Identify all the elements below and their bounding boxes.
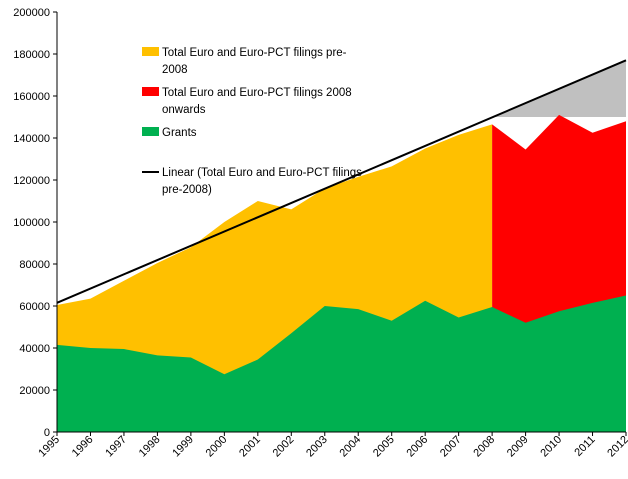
legend-label: Grants (162, 127, 197, 139)
legend-entry: Total Euro and Euro-PCT filings 2008 onwa… (142, 87, 352, 116)
x-tick-label: 2002 (271, 434, 297, 460)
x-tick-label: 1997 (103, 434, 129, 460)
y-tick-label: 160000 (13, 91, 50, 103)
plot-area (56, 59, 627, 433)
x-tick-label: 2009 (505, 434, 531, 460)
x-tick-label: 2011 (572, 434, 597, 459)
x-tick-label: 2005 (371, 434, 397, 460)
series-area-grants (57, 295, 626, 432)
x-tick-label: 2004 (338, 434, 364, 460)
x-tick-label: 2008 (471, 434, 497, 460)
legend-label: Total Euro and Euro-PCT filings 2008 (162, 87, 352, 99)
trendline (56, 59, 627, 304)
legend-entry: Grants (142, 127, 197, 139)
y-tick-label: 180000 (13, 49, 50, 61)
x-tick-label: 1995 (36, 434, 62, 460)
legend-label: onwards (162, 104, 206, 116)
x-tick-label: 1998 (137, 434, 163, 460)
x-tick-label: 2007 (438, 434, 464, 460)
legend-label: 2008 (162, 64, 188, 76)
y-tick-label: 120000 (13, 175, 50, 187)
y-tick-label: 40000 (19, 343, 50, 355)
legend-swatch (142, 47, 159, 56)
x-tick-label: 2010 (538, 434, 564, 460)
y-tick-label: 80000 (19, 259, 50, 271)
legend-label: Linear (Total Euro and Euro-PCT filings (162, 167, 362, 179)
x-tick-label: 2006 (404, 434, 430, 460)
y-tick-label: 0 (44, 427, 50, 439)
x-tick-label: 2000 (204, 434, 230, 460)
y-tick-label: 200000 (13, 7, 50, 19)
x-tick-label: 1996 (70, 434, 96, 460)
legend-swatch (142, 127, 159, 136)
x-tick-label: 2012 (605, 434, 628, 460)
legend-entry: Linear (Total Euro and Euro-PCT filings p… (142, 167, 362, 196)
x-tick-label: 1999 (170, 434, 196, 460)
y-tick-label: 100000 (13, 217, 50, 229)
legend-swatch (142, 87, 159, 96)
x-tick-label: 2001 (237, 434, 263, 460)
legend: Total Euro and Euro-PCT filings pre- 2008… (142, 47, 362, 196)
y-tick-label: 20000 (19, 385, 50, 397)
legend-label: Total Euro and Euro-PCT filings pre- (162, 47, 347, 59)
y-tick-label: 140000 (13, 133, 50, 145)
x-tick-label: 2003 (304, 434, 330, 460)
y-tick-label: 60000 (19, 301, 50, 313)
legend-entry: Total Euro and Euro-PCT filings pre- 2008 (142, 47, 347, 76)
legend-label: pre-2008) (162, 184, 212, 196)
